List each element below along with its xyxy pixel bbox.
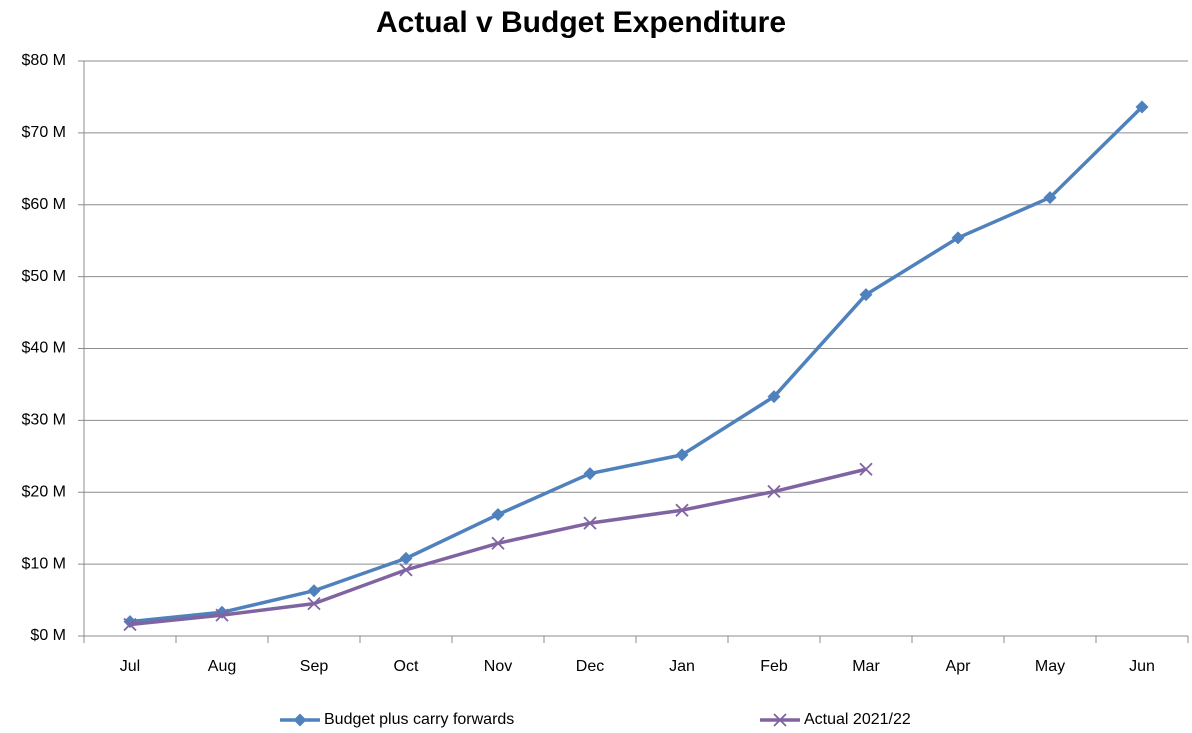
- y-tick-label: $40 M: [22, 340, 66, 357]
- y-tick-label: $70 M: [22, 124, 66, 141]
- marker: [675, 448, 689, 462]
- marker: [307, 584, 321, 598]
- y-tick-label: $30 M: [22, 412, 66, 429]
- x-tick-label: Dec: [576, 658, 604, 675]
- x-tick-label: Sep: [300, 658, 329, 675]
- x-tick-label: Jan: [669, 658, 695, 675]
- y-tick-label: $10 M: [22, 555, 66, 572]
- marker: [123, 615, 137, 629]
- x-tick-label: Apr: [946, 658, 972, 675]
- x-tick-label: Aug: [208, 658, 236, 675]
- marker: [767, 390, 781, 404]
- chart-title: Actual v Budget Expenditure: [376, 6, 786, 39]
- marker: [491, 508, 505, 522]
- marker: [675, 503, 689, 517]
- x-tick-label: Nov: [484, 658, 512, 675]
- x-tick-label: May: [1035, 658, 1065, 675]
- x-tick-label: Jun: [1129, 658, 1155, 675]
- x-tick-label: Oct: [394, 658, 419, 675]
- marker: [215, 608, 229, 622]
- marker: [1043, 191, 1057, 205]
- legend-marker: [773, 713, 787, 727]
- y-tick-label: $80 M: [22, 52, 66, 69]
- marker: [951, 231, 965, 245]
- marker: [399, 563, 413, 577]
- legend-marker: [293, 713, 307, 727]
- x-tick-label: Jul: [120, 658, 140, 675]
- marker: [859, 288, 873, 302]
- marker: [767, 484, 781, 499]
- legend-label: Budget plus carry forwards: [324, 711, 514, 728]
- y-tick-label: $50 M: [22, 268, 66, 285]
- x-tick-label: Mar: [852, 658, 880, 675]
- y-tick-label: $60 M: [22, 196, 66, 213]
- marker: [583, 516, 597, 530]
- y-tick-label: $0 M: [30, 627, 66, 644]
- marker: [1135, 100, 1149, 114]
- x-tick-label: Feb: [760, 658, 788, 675]
- marker: [307, 597, 321, 611]
- marker: [583, 467, 597, 481]
- series-line: [129, 105, 1144, 624]
- marker: [491, 536, 505, 550]
- marker: [123, 617, 137, 632]
- y-tick-label: $20 M: [22, 483, 66, 500]
- marker: [859, 462, 873, 476]
- marker: [399, 551, 413, 565]
- legend-label: Actual 2021/22: [804, 711, 911, 728]
